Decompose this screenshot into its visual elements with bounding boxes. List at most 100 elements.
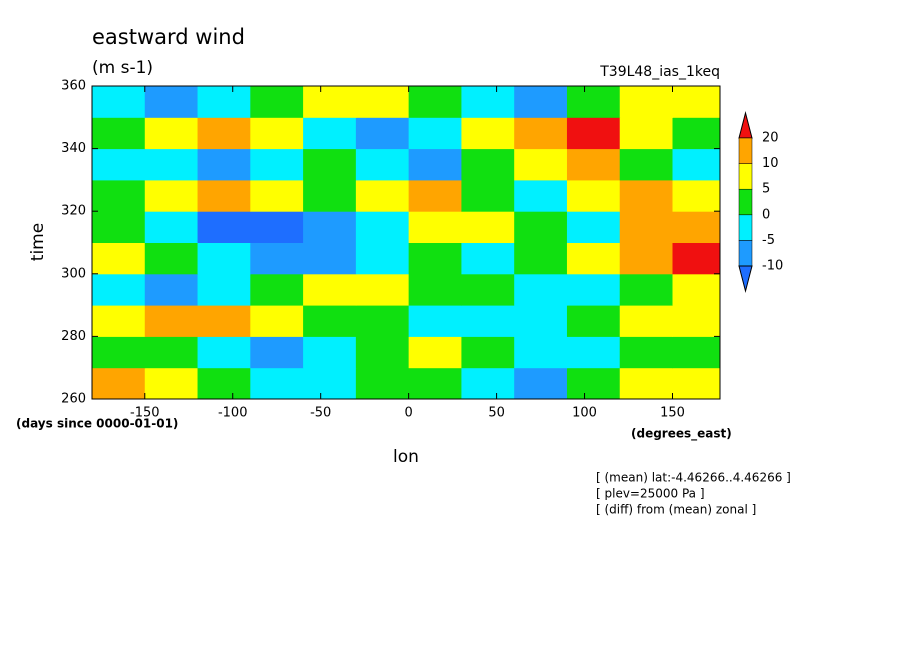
plot-frame xyxy=(91,85,721,400)
cell xyxy=(355,242,410,275)
cell xyxy=(461,273,515,306)
cell xyxy=(514,273,568,306)
dataset-label: T39L48_ias_1keq xyxy=(599,64,720,80)
cell xyxy=(250,273,304,306)
cell xyxy=(566,211,621,243)
cell xyxy=(461,211,515,243)
cell xyxy=(408,305,462,337)
cell xyxy=(461,367,515,399)
cell xyxy=(355,336,410,369)
cell xyxy=(197,305,251,337)
cell xyxy=(144,148,199,181)
cell xyxy=(92,305,146,337)
cell xyxy=(355,211,410,243)
cell xyxy=(408,273,462,306)
cell xyxy=(672,148,720,181)
y-tick-label: 320 xyxy=(61,204,86,219)
cell xyxy=(672,86,720,118)
cell xyxy=(355,117,410,150)
cell xyxy=(92,148,146,181)
cell xyxy=(619,367,674,399)
cell xyxy=(355,305,410,337)
cell xyxy=(92,242,146,275)
note: [ (mean) lat:-4.46266..4.46266 ] xyxy=(596,471,791,485)
cell xyxy=(619,148,674,181)
cell xyxy=(514,148,568,181)
cell xyxy=(250,179,304,212)
cell xyxy=(197,211,251,243)
x-unit: (degrees_east) xyxy=(631,427,732,442)
colorbar-segment xyxy=(738,240,753,267)
cell xyxy=(619,336,674,369)
cell xyxy=(197,336,251,369)
cell xyxy=(303,336,357,369)
cell xyxy=(92,211,146,243)
x-tick-label: -50 xyxy=(310,406,331,421)
cell xyxy=(672,305,720,337)
cell xyxy=(408,148,462,181)
cell xyxy=(197,179,251,212)
colorbar-cap xyxy=(738,265,753,293)
cell xyxy=(197,242,251,275)
colorbar-label: 10 xyxy=(762,156,779,171)
cell xyxy=(144,367,199,399)
cell xyxy=(514,242,568,275)
colorbar-segment xyxy=(738,214,753,241)
chart-subtitle: (m s-1) xyxy=(92,58,153,78)
cell xyxy=(619,273,674,306)
cell xyxy=(514,117,568,150)
cell xyxy=(566,148,621,181)
cell xyxy=(250,211,304,243)
colorbar-label: 20 xyxy=(762,131,779,146)
cell xyxy=(619,86,674,118)
cell xyxy=(250,148,304,181)
cell xyxy=(92,179,146,212)
cell xyxy=(514,211,568,243)
cell xyxy=(303,179,357,212)
x-axis-title: lon xyxy=(393,447,419,467)
cell xyxy=(144,336,199,369)
cell xyxy=(672,273,720,306)
cell xyxy=(514,367,568,399)
cell xyxy=(461,305,515,337)
cell xyxy=(303,148,357,181)
cell xyxy=(566,242,621,275)
cell xyxy=(619,211,674,243)
cell xyxy=(250,117,304,150)
cell xyxy=(408,336,462,369)
cell xyxy=(197,273,251,306)
x-tick-label: 0 xyxy=(404,406,412,421)
cell xyxy=(408,242,462,275)
y-tick-label: 300 xyxy=(61,266,86,281)
cell xyxy=(303,211,357,243)
colorbar-label: 0 xyxy=(762,207,770,222)
cell xyxy=(461,117,515,150)
cell xyxy=(250,367,304,399)
cell xyxy=(619,242,674,275)
cell xyxy=(461,86,515,118)
cell xyxy=(92,367,146,399)
cell xyxy=(461,179,515,212)
cell xyxy=(250,242,304,275)
cell xyxy=(408,86,462,118)
cell xyxy=(461,242,515,275)
cell xyxy=(672,367,720,399)
colorbar-label: -10 xyxy=(762,259,783,274)
y-tick-label: 280 xyxy=(61,329,86,344)
cell xyxy=(672,242,720,275)
y-tick-label: 260 xyxy=(61,392,86,407)
cell xyxy=(514,179,568,212)
cell xyxy=(566,179,621,212)
cell xyxy=(355,148,410,181)
x-tick-label: 100 xyxy=(572,406,597,421)
cell xyxy=(197,86,251,118)
chart-title: eastward wind xyxy=(92,25,245,49)
cell xyxy=(619,117,674,150)
field xyxy=(92,86,720,399)
x-tick-label: 150 xyxy=(660,406,685,421)
cell xyxy=(408,211,462,243)
cell xyxy=(144,86,199,118)
cell xyxy=(144,305,199,337)
cell xyxy=(514,86,568,118)
cell xyxy=(144,179,199,212)
